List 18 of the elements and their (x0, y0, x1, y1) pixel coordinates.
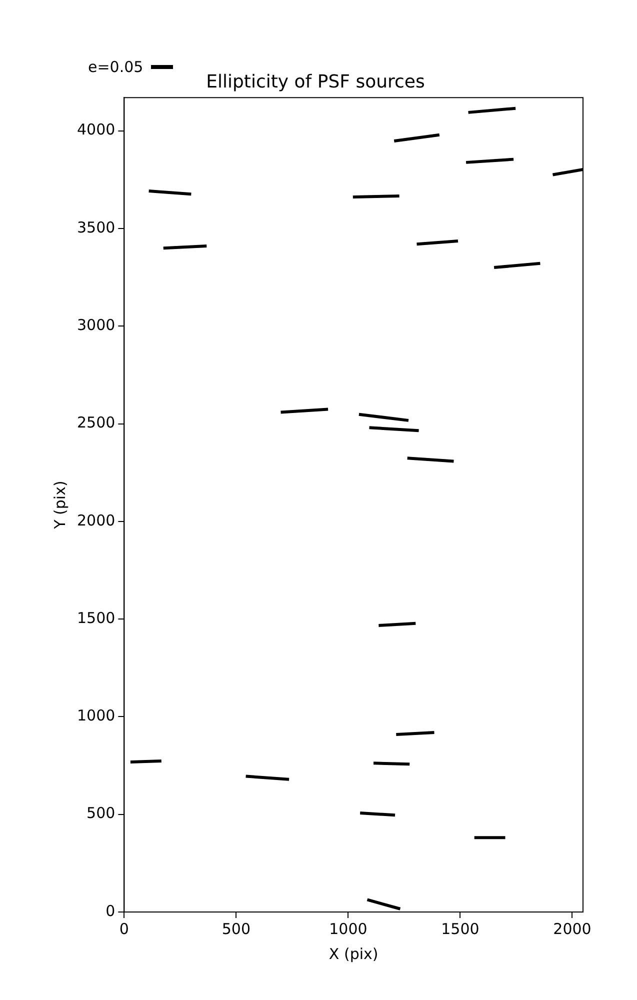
y-tick-label: 2500 (76, 414, 116, 432)
y-tick-label: 1000 (76, 706, 116, 725)
y-tick-label: 500 (86, 804, 116, 822)
y-tick-label: 4000 (76, 120, 116, 139)
x-tick-label: 2000 (553, 920, 592, 938)
y-axis-title: Y (pix) (50, 480, 69, 530)
text: e=0.05 (88, 58, 144, 76)
x-tick-label: 1000 (329, 920, 368, 938)
x-axis-title: X (pix) (328, 944, 378, 963)
y-tick-label: 0 (106, 902, 116, 920)
x-tick-label: 1500 (441, 920, 480, 938)
x-tick-label: 0 (119, 920, 129, 938)
y-tick-label: 1500 (76, 608, 116, 627)
chart-title: Ellipticity of PSF sources (206, 71, 425, 92)
y-tick-label: 3500 (76, 218, 116, 236)
y-tick-label: 3000 (76, 316, 116, 334)
x-tick-label: 500 (222, 920, 251, 938)
y-tick-label: 2000 (76, 511, 116, 530)
